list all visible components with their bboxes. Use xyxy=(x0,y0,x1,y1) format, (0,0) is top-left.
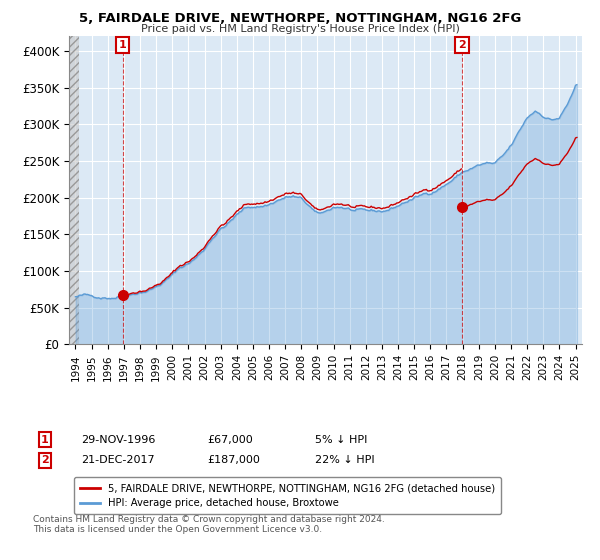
Text: 2: 2 xyxy=(458,40,466,50)
Text: £67,000: £67,000 xyxy=(207,435,253,445)
Text: 1: 1 xyxy=(41,435,49,445)
Text: Contains HM Land Registry data © Crown copyright and database right 2024.: Contains HM Land Registry data © Crown c… xyxy=(33,515,385,524)
Bar xyxy=(67,36,79,344)
Text: This data is licensed under the Open Government Licence v3.0.: This data is licensed under the Open Gov… xyxy=(33,525,322,534)
Text: 2: 2 xyxy=(41,455,49,465)
Text: Price paid vs. HM Land Registry's House Price Index (HPI): Price paid vs. HM Land Registry's House … xyxy=(140,24,460,34)
Text: 5% ↓ HPI: 5% ↓ HPI xyxy=(315,435,367,445)
Legend: 5, FAIRDALE DRIVE, NEWTHORPE, NOTTINGHAM, NG16 2FG (detached house), HPI: Averag: 5, FAIRDALE DRIVE, NEWTHORPE, NOTTINGHAM… xyxy=(74,477,501,514)
Bar xyxy=(67,36,79,344)
Text: 22% ↓ HPI: 22% ↓ HPI xyxy=(315,455,374,465)
Text: 1: 1 xyxy=(119,40,127,50)
Text: 29-NOV-1996: 29-NOV-1996 xyxy=(81,435,155,445)
Text: 5, FAIRDALE DRIVE, NEWTHORPE, NOTTINGHAM, NG16 2FG: 5, FAIRDALE DRIVE, NEWTHORPE, NOTTINGHAM… xyxy=(79,12,521,25)
Text: 21-DEC-2017: 21-DEC-2017 xyxy=(81,455,155,465)
Text: £187,000: £187,000 xyxy=(207,455,260,465)
